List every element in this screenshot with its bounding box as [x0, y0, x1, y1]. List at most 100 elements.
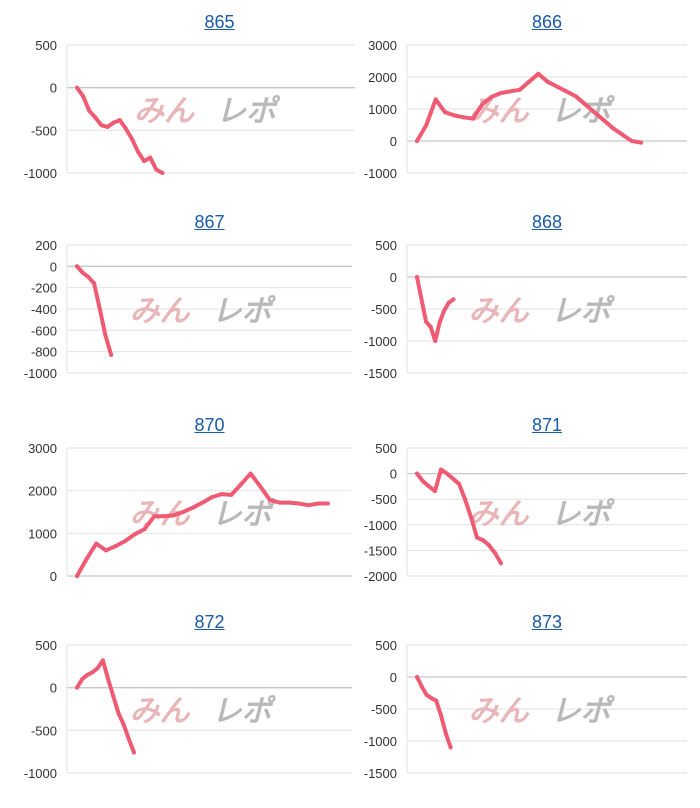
y-tick-label: 2000 — [28, 484, 57, 499]
data-point — [446, 300, 451, 305]
y-tick-label: -500 — [371, 302, 397, 317]
y-tick-label: -1000 — [364, 166, 397, 181]
data-point — [428, 324, 433, 329]
data-point — [439, 467, 443, 472]
data-point — [90, 670, 95, 675]
data-point — [475, 535, 479, 540]
data-point — [583, 102, 587, 107]
data-point — [129, 136, 134, 141]
data-point — [437, 319, 442, 324]
y-tick-label: -1500 — [364, 543, 397, 558]
y-tick-label: 500 — [35, 38, 57, 53]
data-point — [433, 97, 438, 102]
data-point — [93, 115, 98, 120]
data-point — [448, 745, 453, 750]
watermark-logo-pink: みん — [469, 294, 530, 329]
y-tick-label: -400 — [31, 302, 57, 317]
data-point — [171, 513, 176, 518]
data-point — [100, 658, 105, 663]
chart-panel: 865 500 0 -500 -1000 みん レポ — [10, 10, 355, 200]
y-tick-label: -1500 — [364, 766, 397, 781]
y-tick-label: 200 — [35, 238, 57, 253]
data-point — [95, 666, 100, 671]
data-point — [80, 270, 85, 275]
chart-title-link[interactable]: 868 — [531, 212, 563, 232]
y-tick-label: -500 — [31, 723, 57, 738]
data-point — [148, 155, 153, 160]
data-point — [84, 556, 89, 561]
data-point — [142, 527, 147, 532]
chart-panel: 872 500 0 -500 -1000 みん レポ — [10, 610, 355, 800]
data-point — [487, 543, 491, 548]
data-point — [415, 275, 419, 279]
data-point — [517, 87, 522, 92]
chart-title-link[interactable]: 870 — [194, 415, 225, 435]
y-tick-label: -800 — [31, 345, 57, 360]
watermark-logo-grey: レポ — [216, 94, 281, 129]
data-point — [445, 471, 449, 476]
data-point — [142, 159, 147, 164]
data-point — [85, 672, 90, 677]
data-point — [457, 481, 461, 486]
data-point — [415, 471, 419, 476]
data-point — [564, 89, 569, 94]
data-point — [99, 123, 104, 128]
y-tick-label: 2000 — [368, 70, 397, 85]
chart-title-link[interactable]: 873 — [531, 612, 563, 632]
chart-title-link[interactable]: 872 — [194, 612, 225, 632]
watermark-logo-grey: レポ — [551, 694, 616, 729]
chart-title-link[interactable]: 867 — [194, 212, 225, 232]
data-point — [109, 352, 114, 357]
y-tick-label: 0 — [50, 81, 57, 96]
data-point — [287, 500, 292, 505]
data-point — [434, 698, 439, 703]
y-tick-label: 0 — [390, 467, 397, 482]
data-point — [123, 539, 128, 544]
data-point — [427, 484, 431, 489]
data-point — [92, 281, 97, 286]
y-tick-label: -1000 — [364, 734, 397, 749]
data-point — [639, 140, 643, 145]
chart-title-link[interactable]: 865 — [204, 12, 235, 32]
data-point — [592, 110, 597, 115]
data-point — [419, 684, 424, 689]
data-point — [238, 482, 243, 487]
y-tick-label: 500 — [375, 638, 397, 653]
y-tick-label: 500 — [375, 441, 397, 456]
data-point — [629, 139, 634, 143]
series-line — [75, 471, 330, 578]
data-point — [105, 124, 110, 129]
data-point — [81, 94, 86, 99]
y-tick-label: -2000 — [364, 569, 397, 584]
y-tick-label: -1000 — [24, 766, 57, 781]
watermark-logo-grey: レポ — [551, 497, 616, 532]
watermark-logo-grey: レポ — [212, 497, 277, 532]
data-point — [573, 94, 578, 99]
data-point — [190, 505, 195, 510]
data-point — [433, 489, 437, 494]
data-point — [443, 110, 447, 115]
data-point — [116, 711, 121, 716]
data-point — [87, 108, 92, 113]
data-point — [111, 120, 116, 125]
line-chart: 500 0 -500 -1000 -1500 みん レポ — [364, 638, 687, 781]
y-tick-label: 1000 — [28, 526, 57, 541]
data-point — [433, 339, 438, 343]
data-point — [601, 118, 606, 123]
data-point — [555, 84, 559, 89]
data-point — [152, 514, 157, 519]
y-tick-label: -200 — [31, 281, 57, 296]
line-chart: 500 0 -500 -1000 -1500 -2000 みん レポ — [364, 441, 687, 584]
y-tick-label: -1000 — [24, 166, 57, 181]
line-chart: 200 0 -200 -400 -600 -800 -1000 みん レポ — [24, 238, 352, 381]
y-tick-label: -1500 — [364, 366, 397, 381]
data-point — [471, 116, 475, 121]
data-point — [229, 492, 234, 497]
data-point — [481, 538, 485, 543]
y-tick-label: -1000 — [24, 366, 57, 381]
chart-title-link[interactable]: 866 — [531, 12, 563, 32]
data-point — [424, 319, 429, 324]
data-point — [75, 574, 79, 578]
data-point — [489, 94, 494, 99]
chart-title-link[interactable]: 871 — [531, 415, 563, 435]
